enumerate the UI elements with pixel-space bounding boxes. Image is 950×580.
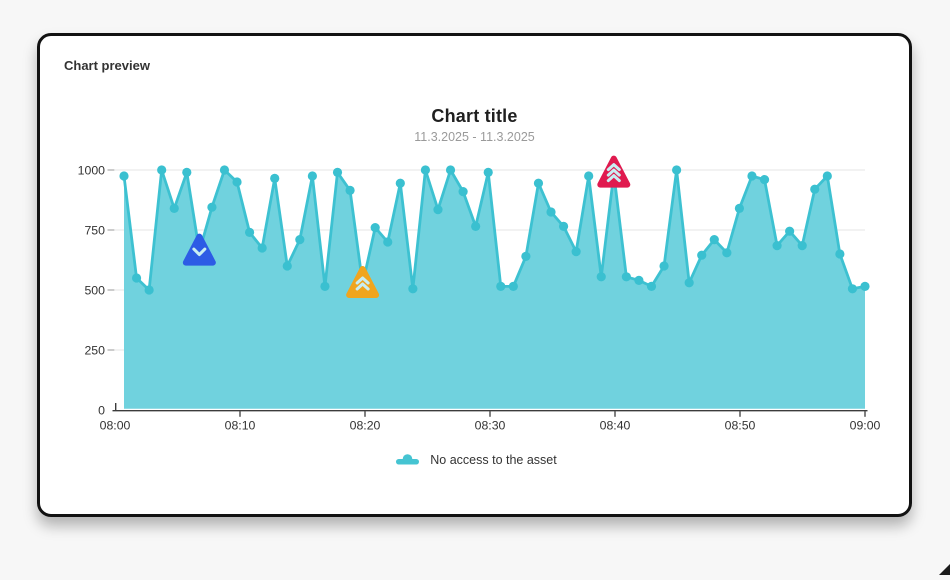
svg-text:08:10: 08:10 <box>225 419 256 433</box>
svg-text:08:20: 08:20 <box>350 419 381 433</box>
svg-text:0: 0 <box>98 403 105 417</box>
legend-label: No access to the asset <box>430 453 557 467</box>
legend-item-no-access[interactable]: No access to the asset <box>393 453 557 467</box>
svg-text:250: 250 <box>84 343 105 357</box>
card-title: Chart preview <box>64 58 150 73</box>
resize-corner-artifact <box>939 564 950 575</box>
svg-text:1000: 1000 <box>78 163 106 177</box>
chart-title: Chart title <box>431 106 518 126</box>
area-series-legend-icon <box>396 454 420 465</box>
chart-subtitle: 11.3.2025 - 11.3.2025 <box>414 130 535 144</box>
svg-text:09:00: 09:00 <box>850 419 881 433</box>
svg-text:08:00: 08:00 <box>100 419 131 433</box>
svg-text:500: 500 <box>84 283 105 297</box>
chart-legend: No access to the asset <box>0 453 950 467</box>
svg-text:08:30: 08:30 <box>475 419 506 433</box>
svg-text:08:50: 08:50 <box>725 419 756 433</box>
svg-text:08:40: 08:40 <box>600 419 631 433</box>
svg-text:750: 750 <box>84 223 105 237</box>
